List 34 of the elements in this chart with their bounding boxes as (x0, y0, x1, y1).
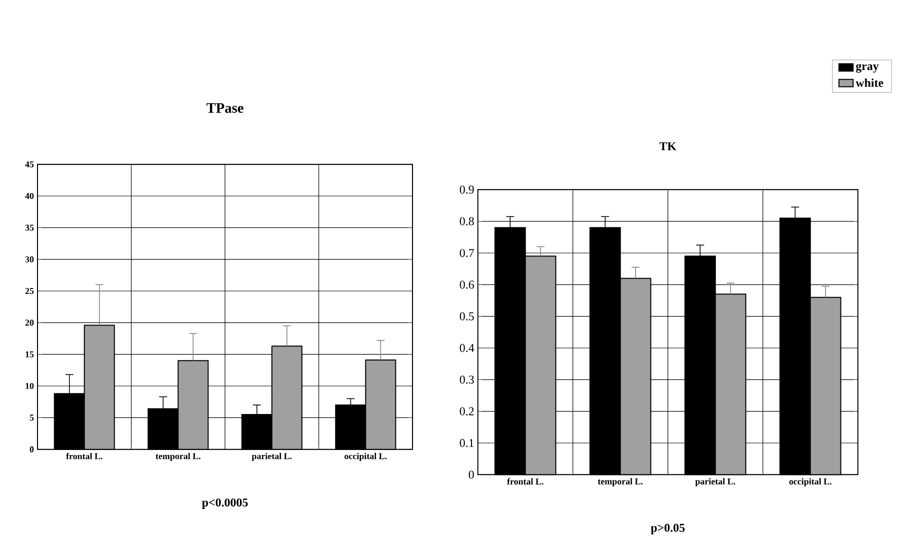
y-tick-label: 0.7 (460, 249, 474, 258)
chart-title: TK (659, 142, 676, 150)
y-tick-label: 0.8 (460, 217, 474, 226)
legend-label: gray (856, 64, 879, 73)
y-tick-label: 35 (25, 224, 34, 231)
x-tick-label: temporal L. (598, 478, 643, 487)
y-tick-label: 40 (25, 193, 34, 200)
text: p>0.05 (650, 524, 685, 534)
x-tick-label: temporal L. (156, 453, 200, 462)
y-tick-label: 20 (25, 320, 34, 326)
y-tick-label: 15 (26, 352, 34, 358)
chart-title: TPase (206, 104, 244, 114)
y-tick-label: 0.3 (460, 376, 474, 384)
y-tick-label: 0.9 (460, 186, 474, 194)
y-tick-label: 45 (25, 162, 34, 168)
x-tick-label: occipital L. (789, 478, 832, 487)
text: p<0.0005 (202, 498, 248, 510)
x-tick-label: parietal L. (695, 478, 736, 487)
y-tick-label: 0.1 (460, 439, 474, 448)
x-tick-label: parietal L. (252, 453, 292, 462)
y-tick-label: 0 (468, 470, 474, 479)
y-tick-label: 30 (25, 256, 34, 263)
y-tick-label: 25 (25, 288, 34, 294)
x-tick-label: frontal L. (66, 453, 102, 460)
y-tick-label: 0.2 (460, 407, 474, 416)
y-tick-label: 0.6 (460, 280, 474, 289)
y-tick-label: 5 (30, 414, 34, 421)
y-tick-label: 0.4 (460, 344, 474, 352)
y-tick-label: 0.5 (460, 312, 474, 321)
y-tick-label: 10 (26, 383, 34, 390)
y-tick-label: 0 (30, 446, 34, 453)
x-tick-label: occipital L. (344, 453, 387, 462)
x-tick-label: frontal L. (507, 478, 544, 485)
legend-label: white (856, 78, 884, 88)
